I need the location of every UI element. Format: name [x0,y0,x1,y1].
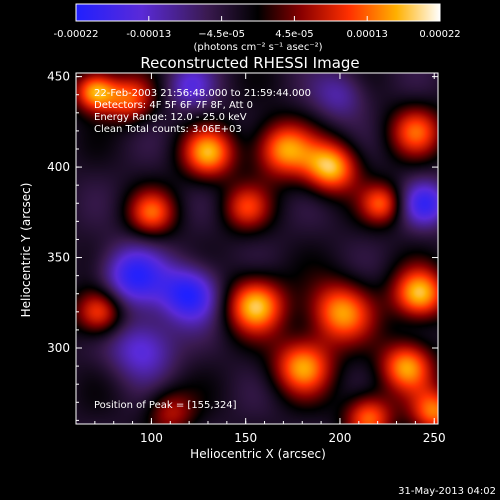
y-tick-label: 350 [47,251,70,265]
x-tick-label: 150 [234,431,257,445]
y-tick-label: 450 [47,70,70,84]
y-tick-label: 400 [47,160,70,174]
colorbar-ticks: -0.00022 -0.00013 −4.5e-05 4.5e-05 0.00013 0.… [54,16,461,40]
image-annotations: 22-Feb-2003 21:56:48.000 to 21:59:44.000… [94,88,311,135]
y-tick-label: 300 [47,341,70,355]
heatmap-image [76,73,438,424]
y-axis: 300 350 400 450 [47,70,438,421]
x-axis-label: Heliocentric X (arcsec) [190,447,326,461]
colorbar-tick-label: 4.5e-05 [275,29,313,40]
annotation-line: Clean Total counts: 3.06E+03 [94,124,242,135]
y-axis-label: Heliocentric Y (arcsec) [19,183,33,318]
annotation-line: Energy Range: 12.0 - 25.0 keV [94,112,247,123]
plot-frame [75,72,439,425]
colorbar-tick-label: -0.00022 [54,29,99,40]
x-axis: 100 150 200 250 [75,73,446,445]
annotation-line: Detectors: 4F 5F 6F 7F 8F, Att 0 [94,100,253,111]
x-tick-label: 250 [423,431,446,445]
colorbar-tick-label: -0.00013 [126,29,171,40]
colorbar-tick-label: 0.00022 [419,29,460,40]
annotation-line: 22-Feb-2003 21:56:48.000 to 21:59:44.000 [94,88,311,99]
colorbar-unit-label: (photons cm⁻² s⁻¹ asec⁻²) [193,42,322,53]
x-tick-label: 200 [329,431,352,445]
timestamp: 31-May-2013 04:02 [398,486,496,497]
colorbar-tick-label: 0.00013 [347,29,388,40]
x-tick-label: 100 [140,431,163,445]
peak-position-label: Position of Peak = [155,324] [94,400,237,411]
chart-title: Reconstructed RHESSI Image [140,54,359,72]
colorbar-gradient [75,3,441,22]
colorbar: -0.00022 -0.00013 −4.5e-05 4.5e-05 0.00013 0.… [54,3,461,53]
colorbar-tick-label: −4.5e-05 [198,29,245,40]
